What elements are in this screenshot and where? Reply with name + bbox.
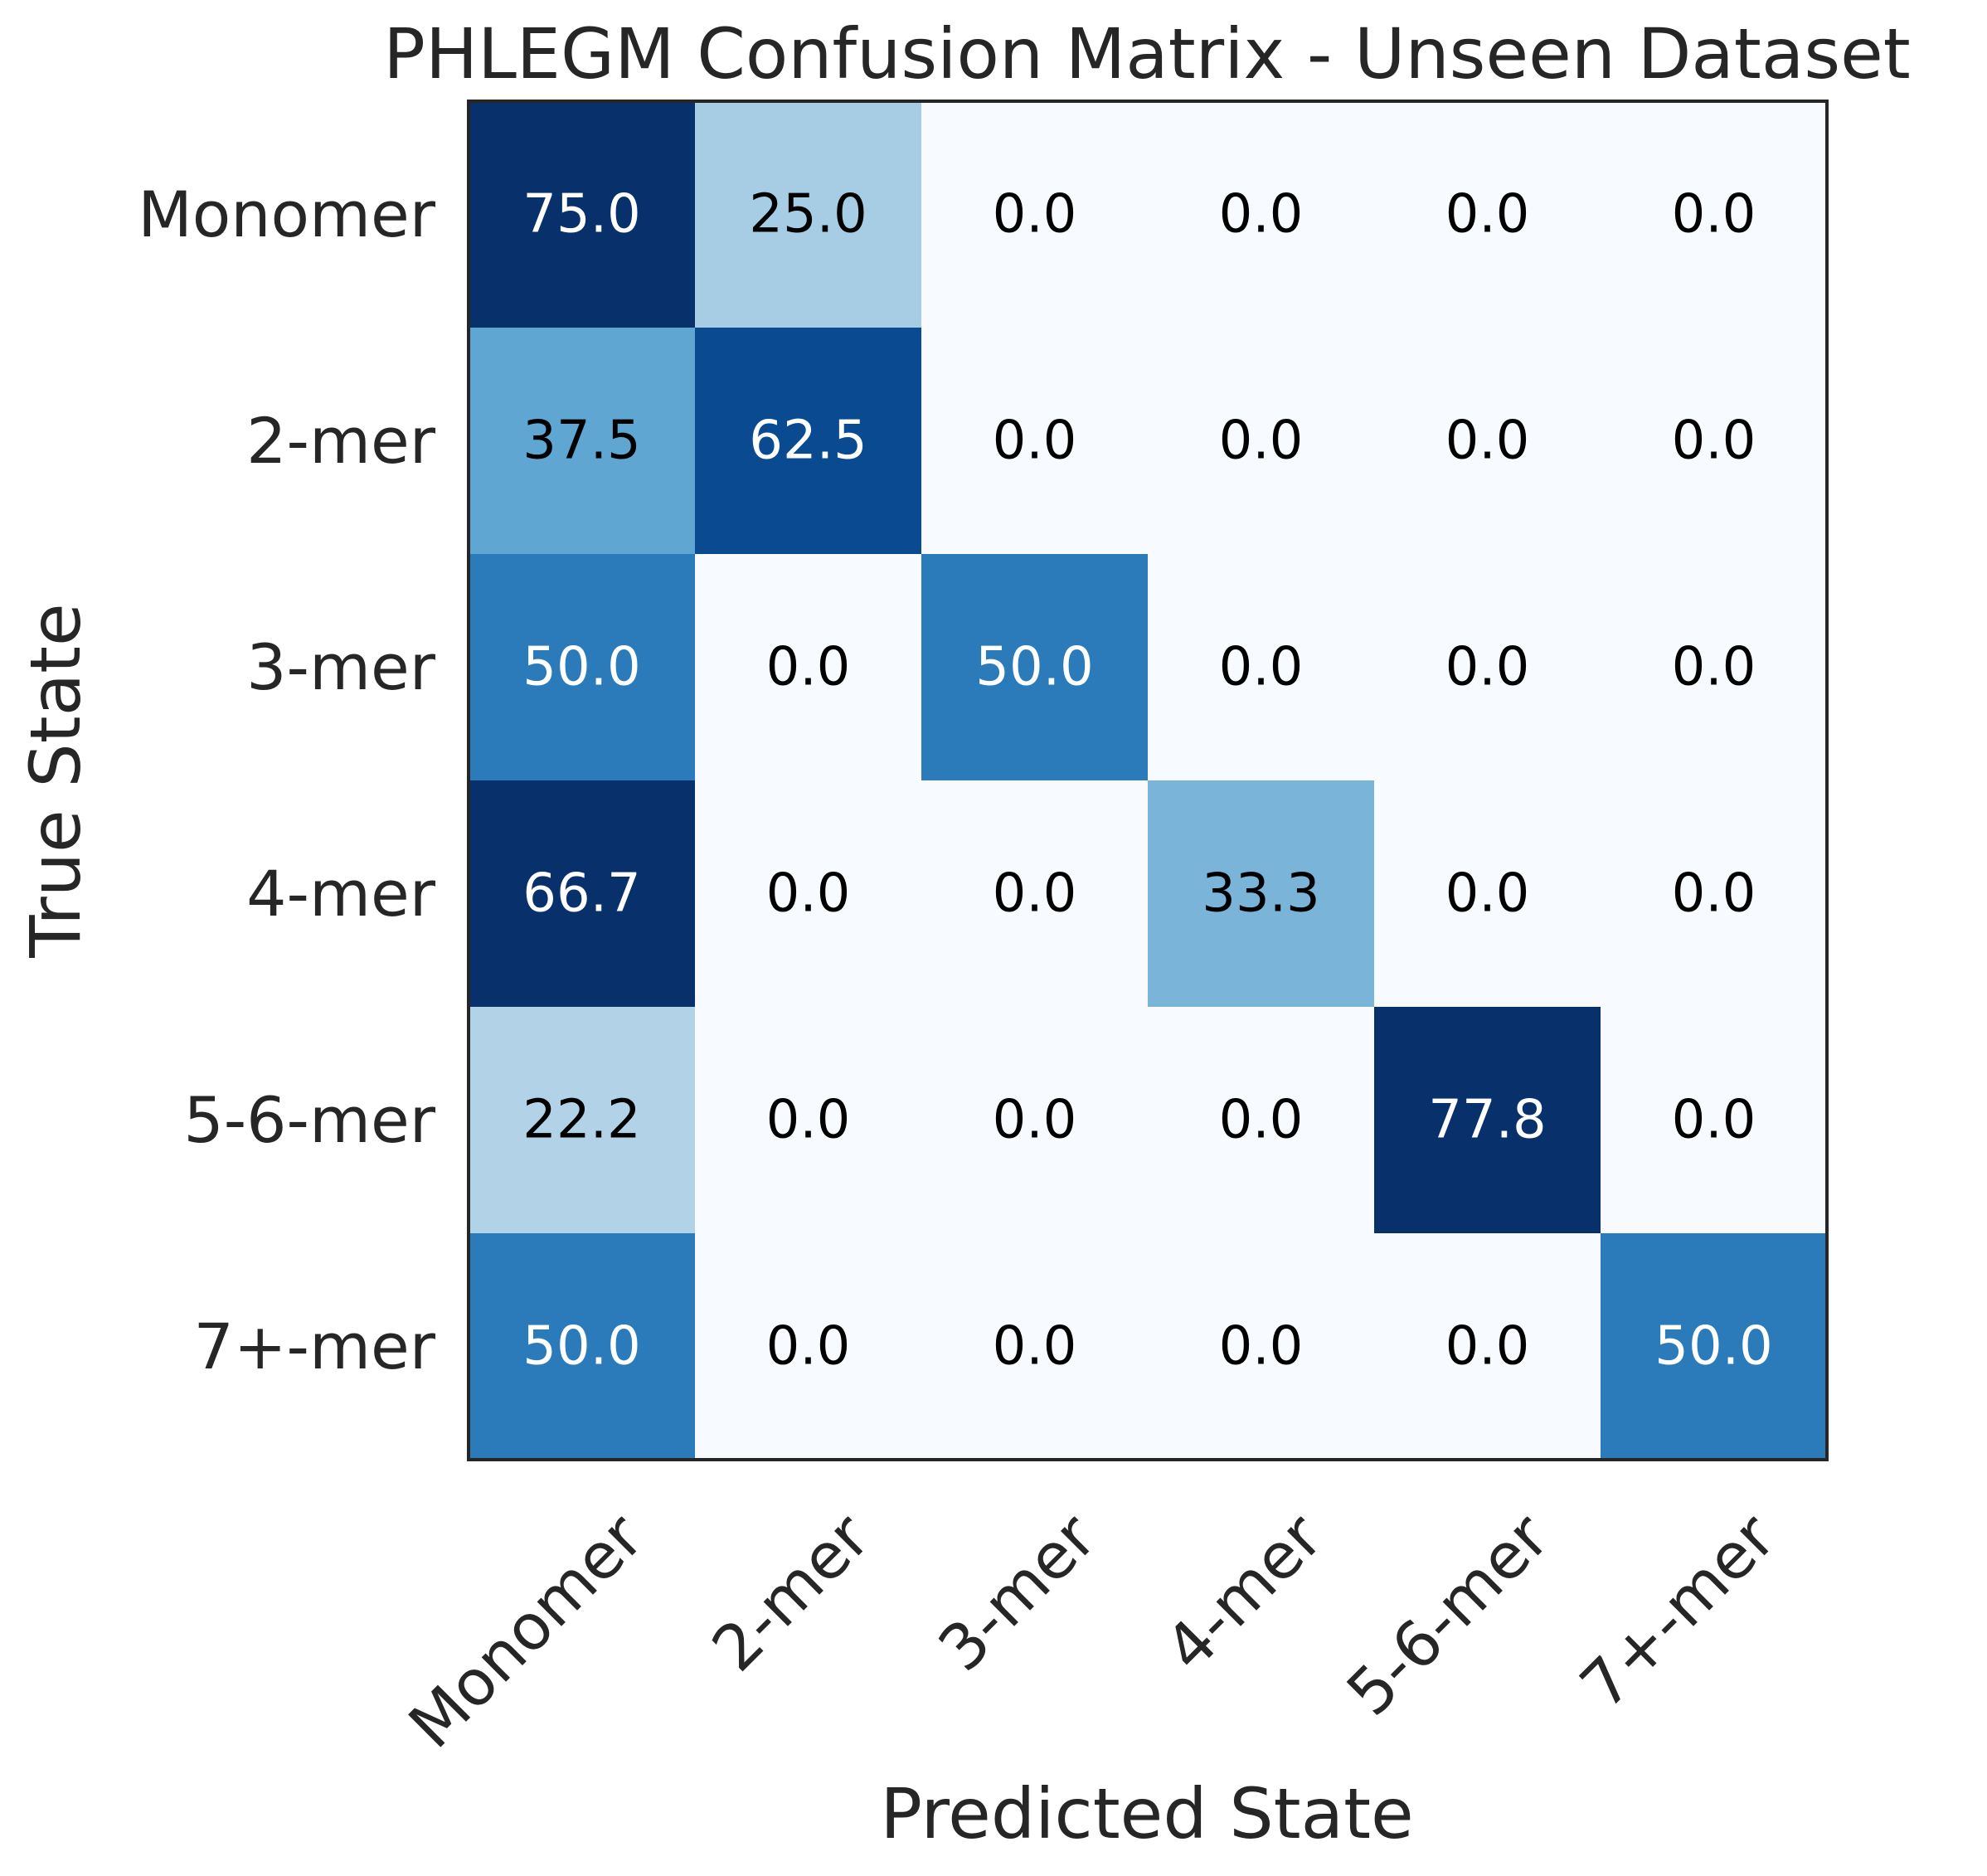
y-tick-label: Monomer bbox=[138, 177, 436, 251]
heatmap-cell-r0-c2 bbox=[921, 101, 1149, 328]
heatmap-cell-r2-c4 bbox=[1374, 554, 1601, 781]
cell-value-label: 0.0 bbox=[1445, 411, 1530, 472]
y-tick-label: 7+-mer bbox=[194, 1310, 436, 1383]
heatmap-cell-r2-c1 bbox=[695, 554, 922, 781]
cell-value-label: 0.0 bbox=[1219, 184, 1304, 245]
heatmap-cell-r3-c0 bbox=[469, 780, 696, 1008]
cell-value-label: 0.0 bbox=[1219, 1316, 1304, 1378]
y-tick-label: 3-mer bbox=[246, 630, 436, 704]
heatmap-cell-r2-c2 bbox=[921, 554, 1149, 781]
cell-value-label: 66.7 bbox=[522, 863, 641, 925]
heatmap-cell-r1-c5 bbox=[1601, 328, 1828, 555]
heatmap-cell-r3-c5 bbox=[1601, 780, 1828, 1008]
heatmap-cell-r4-c5 bbox=[1601, 1007, 1828, 1234]
chart-title: PHLEGM Confusion Matrix - Unseen Dataset bbox=[383, 13, 1910, 95]
heatmap-cell-r1-c2 bbox=[921, 328, 1149, 555]
heatmap-cell-r0-c1 bbox=[695, 101, 922, 328]
cell-value-label: 50.0 bbox=[522, 1316, 641, 1378]
heatmap-cell-r4-c0 bbox=[469, 1007, 696, 1234]
cell-value-label: 50.0 bbox=[975, 637, 1094, 698]
heatmap-cell-r3-c2 bbox=[921, 780, 1149, 1008]
cell-value-label: 0.0 bbox=[1445, 184, 1530, 245]
heatmap-cell-r5-c3 bbox=[1148, 1233, 1375, 1460]
cell-value-label: 50.0 bbox=[1654, 1316, 1773, 1378]
cell-value-label: 0.0 bbox=[1672, 637, 1756, 698]
plot-frame bbox=[467, 100, 1829, 1461]
heatmap-cell-r4-c4 bbox=[1374, 1007, 1601, 1234]
cell-value-label: 37.5 bbox=[522, 411, 641, 472]
heatmap-cell-r5-c5 bbox=[1601, 1233, 1828, 1460]
cell-value-label: 0.0 bbox=[1219, 1090, 1304, 1151]
heatmap-cell-r2-c5 bbox=[1601, 554, 1828, 781]
heatmap-cell-r0-c0 bbox=[469, 101, 696, 328]
x-axis-label: Predicted State bbox=[880, 1773, 1413, 1854]
heatmap-cell-r0-c3 bbox=[1148, 101, 1375, 328]
heatmap-cells bbox=[469, 101, 1828, 1460]
y-tick-label: 2-mer bbox=[246, 404, 436, 478]
heatmap-cell-r3-c4 bbox=[1374, 780, 1601, 1008]
cell-value-label: 0.0 bbox=[1672, 1090, 1756, 1151]
heatmap-cell-r5-c1 bbox=[695, 1233, 922, 1460]
cell-value-label: 0.0 bbox=[1219, 637, 1304, 698]
x-tick-label: Monomer bbox=[395, 1499, 658, 1762]
heatmap-cell-labels: 75.0 25.0 0.0 0.0 0.0 0.0 37.5 62.5 0.0 0.0 0.0 0.0… bbox=[522, 184, 1773, 1378]
cell-value-label: 0.0 bbox=[766, 637, 851, 698]
heatmap-cell-r2-c0 bbox=[469, 554, 696, 781]
heatmap-cell-r4-c2 bbox=[921, 1007, 1149, 1234]
cell-value-label: 22.2 bbox=[522, 1090, 641, 1151]
cell-value-label: 77.8 bbox=[1428, 1090, 1547, 1151]
cell-value-label: 0.0 bbox=[766, 1090, 851, 1151]
cell-value-label: 0.0 bbox=[993, 184, 1077, 245]
cell-value-label: 0.0 bbox=[766, 1316, 851, 1378]
cell-value-label: 0.0 bbox=[1672, 411, 1756, 472]
cell-value-label: 33.3 bbox=[1202, 863, 1320, 925]
cell-value-label: 0.0 bbox=[993, 1316, 1077, 1378]
cell-value-label: 0.0 bbox=[1445, 1316, 1530, 1378]
heatmap-cell-r1-c3 bbox=[1148, 328, 1375, 555]
cell-value-label: 62.5 bbox=[749, 411, 867, 472]
heatmap-cell-r0-c4 bbox=[1374, 101, 1601, 328]
y-axis-label: True State bbox=[15, 603, 96, 958]
y-tick-label: 4-mer bbox=[246, 857, 436, 931]
heatmap-cell-r2-c3 bbox=[1148, 554, 1375, 781]
x-tick-label: 5-6-mer bbox=[1333, 1499, 1563, 1729]
heatmap-cell-r4-c1 bbox=[695, 1007, 922, 1234]
x-tick-label: 7+-mer bbox=[1566, 1499, 1790, 1723]
heatmap-cell-r1-c1 bbox=[695, 328, 922, 555]
cell-value-label: 0.0 bbox=[993, 863, 1077, 925]
cell-value-label: 25.0 bbox=[749, 184, 867, 245]
heatmap-cell-r5-c4 bbox=[1374, 1233, 1601, 1460]
cell-value-label: 0.0 bbox=[1672, 184, 1756, 245]
cell-value-label: 0.0 bbox=[993, 411, 1077, 472]
heatmap-cell-r1-c0 bbox=[469, 328, 696, 555]
x-tick-label: 4-mer bbox=[1150, 1499, 1337, 1685]
heatmap-cell-r0-c5 bbox=[1601, 101, 1828, 328]
y-tick-label: 5-6-mer bbox=[183, 1083, 435, 1157]
y-tick-labels: Monomer 2-mer 3-mer 4-mer 5-6-mer 7+-mer bbox=[138, 177, 436, 1383]
cell-value-label: 0.0 bbox=[1445, 637, 1530, 698]
heatmap-cell-r5-c0 bbox=[469, 1233, 696, 1460]
heatmap-cell-r4-c3 bbox=[1148, 1007, 1375, 1234]
heatmap-cell-r3-c3 bbox=[1148, 780, 1375, 1008]
cell-value-label: 50.0 bbox=[522, 637, 641, 698]
heatmap-cell-r5-c2 bbox=[921, 1233, 1149, 1460]
heatmap-cell-r3-c1 bbox=[695, 780, 922, 1008]
cell-value-label: 0.0 bbox=[993, 1090, 1077, 1151]
cell-value-label: 0.0 bbox=[766, 863, 851, 925]
cell-value-label: 0.0 bbox=[1219, 411, 1304, 472]
heatmap-cell-r1-c4 bbox=[1374, 328, 1601, 555]
x-tick-label: 2-mer bbox=[697, 1499, 884, 1685]
cell-value-label: 0.0 bbox=[1672, 863, 1756, 925]
cell-value-label: 75.0 bbox=[522, 184, 641, 245]
x-tick-label: 3-mer bbox=[924, 1499, 1110, 1685]
cell-value-label: 0.0 bbox=[1445, 863, 1530, 925]
